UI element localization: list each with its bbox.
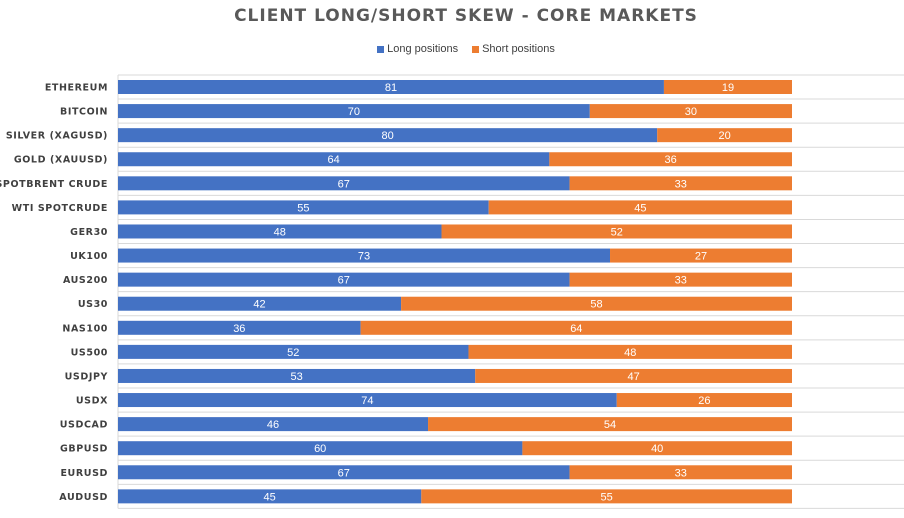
bar-long [118,296,402,311]
bar-long [118,441,523,456]
data-label-long: 42 [253,299,265,311]
data-label-long: 67 [338,178,350,190]
legend-swatch-long [377,45,385,53]
data-label-short: 36 [665,154,677,166]
data-label-short: 26 [698,395,710,407]
category-label: AUDUSD [59,492,108,503]
category-label: GBPUSD [60,444,108,455]
bar-short [488,200,792,215]
data-label-long: 45 [264,491,276,503]
category-label: USDJPY [65,371,108,382]
data-label-long: 53 [290,371,302,383]
data-label-long: 70 [348,106,360,118]
bar-long [118,465,570,480]
chart-title: CLIENT LONG/SHORT SKEW - CORE MARKETS [234,6,698,26]
category-label: SPOTBRENT CRUDE [0,179,108,190]
data-label-short: 54 [604,419,616,431]
category-label: NAS100 [62,323,108,334]
bar-short [663,80,792,94]
data-label-long: 81 [385,82,397,94]
data-label-short: 19 [722,82,734,94]
data-label-short: 47 [627,371,639,383]
data-label-short: 40 [651,443,663,455]
data-label-long: 67 [338,275,350,287]
legend: Long positions Short positions [0,43,904,55]
data-label-short: 27 [695,251,707,263]
bar-long [118,80,664,94]
data-label-long: 52 [287,347,299,359]
bar-short [468,344,792,359]
data-label-long: 60 [314,443,326,455]
bar-short [401,296,792,311]
bar-short [657,128,792,143]
data-label-long: 55 [297,202,309,214]
category-label: EURUSD [60,468,108,479]
data-label-long: 74 [361,395,373,407]
bar-long [118,200,489,215]
category-label: SILVER (XAGUSD) [6,131,108,142]
category-label: USDX [76,396,108,407]
category-label: ETHEREUM [45,83,108,94]
bar-long [118,104,590,119]
data-label-short: 33 [675,275,687,287]
bar-short [421,489,792,504]
bar-short [616,393,792,408]
bar-short [522,441,792,456]
bar-short [475,368,792,383]
data-label-long: 36 [233,323,245,335]
data-label-long: 80 [381,130,393,142]
category-label: US30 [78,299,108,310]
bar-short [569,272,792,287]
bar-long [118,176,570,191]
bar-long [118,320,361,335]
bar-short [569,465,792,480]
bar-long [118,248,611,263]
category-label: US500 [71,347,108,358]
data-label-short: 48 [624,347,636,359]
category-label: UK100 [70,251,108,262]
bar-long [118,368,476,383]
data-label-long: 64 [328,154,340,166]
bar-long [118,152,550,167]
data-label-short: 55 [601,491,613,503]
legend-item-short: Short positions [472,43,555,55]
bar-short [589,104,792,119]
data-label-short: 20 [718,130,730,142]
data-label-short: 33 [675,178,687,190]
data-label-long: 46 [267,419,279,431]
legend-label-short: Short positions [482,43,555,55]
data-label-short: 52 [611,226,623,238]
category-label: GER30 [70,227,108,238]
bar-long [118,344,469,359]
category-label: BITCOIN [60,107,108,118]
data-label-short: 58 [590,299,602,311]
bar-short [360,320,792,335]
bar-short [569,176,792,191]
legend-label-long: Long positions [387,43,459,55]
bar-short [610,248,792,263]
category-label: WTI SPOTCRUDE [12,203,108,214]
category-label: GOLD (XAUUSD) [14,155,108,166]
bar-short [441,224,792,239]
legend-swatch-short [472,45,480,53]
data-label-long: 73 [358,251,370,263]
bar-short [428,417,792,432]
bar-long [118,489,422,504]
data-label-long: 67 [338,467,350,479]
bar-long [118,224,442,239]
bar-long [118,393,617,408]
data-label-long: 48 [274,226,286,238]
data-label-short: 30 [685,106,697,118]
legend-item-long: Long positions [377,43,458,55]
category-label: AUS200 [63,275,108,286]
bar-long [118,272,570,287]
data-label-short: 45 [634,202,646,214]
category-label: USDCAD [60,420,108,431]
data-label-short: 33 [675,467,687,479]
bar-long [118,417,429,432]
bar-long [118,128,658,143]
data-label-short: 64 [570,323,582,335]
bar-short [549,152,792,167]
